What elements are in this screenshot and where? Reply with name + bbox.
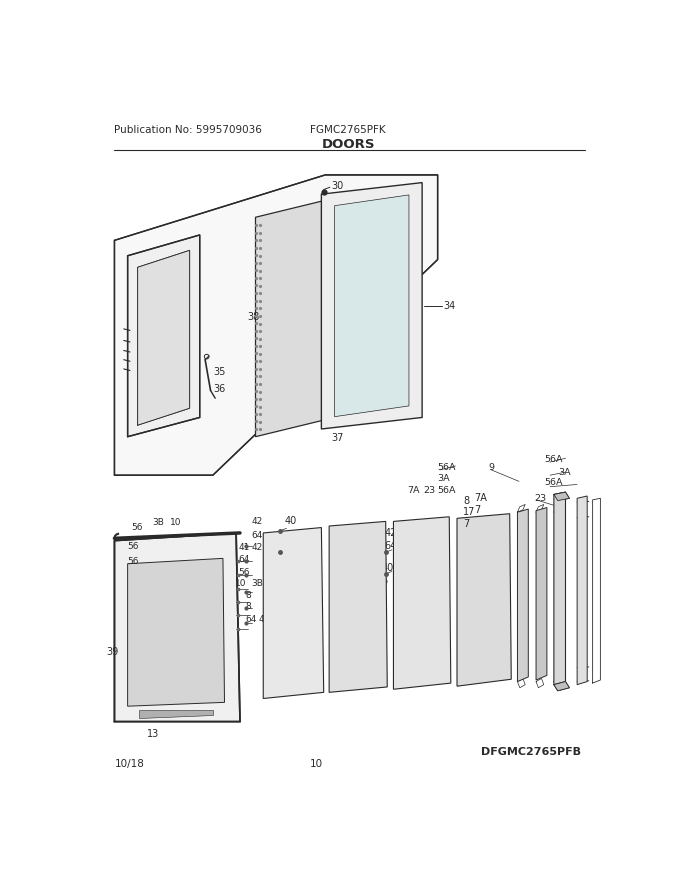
Text: 8: 8 (245, 590, 251, 600)
Text: 56A: 56A (438, 463, 456, 472)
Text: 64: 64 (239, 555, 250, 564)
Text: 7: 7 (463, 518, 469, 529)
Polygon shape (114, 175, 438, 475)
Text: 30: 30 (331, 180, 343, 191)
Text: 23: 23 (534, 494, 547, 502)
Text: 42: 42 (252, 517, 263, 526)
Text: 41: 41 (239, 543, 250, 552)
Text: 56: 56 (239, 568, 250, 576)
Text: DFGMC2765PFB: DFGMC2765PFB (481, 747, 581, 758)
Text: 56A: 56A (544, 479, 562, 488)
Polygon shape (457, 514, 511, 686)
Polygon shape (536, 508, 547, 680)
Polygon shape (128, 235, 200, 436)
Text: 8: 8 (463, 495, 469, 506)
Text: 3A: 3A (438, 473, 450, 483)
Text: 3B: 3B (252, 578, 264, 588)
Text: 64: 64 (384, 541, 396, 551)
Text: 37: 37 (331, 433, 344, 444)
Polygon shape (114, 533, 240, 722)
Text: 9: 9 (488, 463, 494, 472)
Text: 10: 10 (170, 518, 182, 527)
Text: 7A: 7A (474, 494, 487, 503)
Text: 3A: 3A (558, 467, 571, 477)
Polygon shape (554, 492, 569, 501)
Polygon shape (256, 198, 335, 436)
Text: 10/18: 10/18 (114, 759, 144, 769)
Text: 41: 41 (375, 552, 388, 561)
Text: 42: 42 (258, 615, 270, 625)
Text: 10: 10 (310, 759, 323, 769)
Text: 38: 38 (248, 312, 260, 322)
Polygon shape (263, 528, 324, 699)
Polygon shape (329, 521, 387, 693)
Text: 32: 32 (407, 212, 419, 223)
Text: 13: 13 (147, 729, 159, 739)
Text: 35: 35 (213, 367, 225, 377)
Text: DOORS: DOORS (322, 137, 375, 150)
Text: 64: 64 (245, 615, 257, 625)
Text: 64: 64 (252, 531, 263, 539)
Polygon shape (554, 682, 569, 691)
Text: 56: 56 (131, 523, 143, 532)
Text: 56A: 56A (438, 486, 456, 495)
Text: 56: 56 (128, 557, 139, 566)
Text: 7A: 7A (424, 562, 437, 573)
Text: 10: 10 (235, 578, 246, 588)
Text: 42: 42 (384, 528, 396, 538)
Polygon shape (577, 496, 588, 685)
Text: 8: 8 (395, 576, 401, 586)
Text: 39: 39 (107, 648, 119, 657)
Text: 3B: 3B (152, 518, 165, 527)
Text: 17: 17 (409, 562, 422, 573)
Polygon shape (322, 182, 422, 429)
Text: 17: 17 (463, 507, 475, 517)
Polygon shape (394, 517, 451, 689)
Polygon shape (517, 509, 528, 682)
Text: 40: 40 (285, 517, 297, 526)
Polygon shape (137, 250, 190, 425)
Text: FGMC2765PFK: FGMC2765PFK (310, 125, 386, 136)
Text: 56A: 56A (544, 455, 562, 465)
Text: 36: 36 (213, 384, 225, 394)
Polygon shape (554, 492, 566, 685)
Text: 23: 23 (423, 486, 435, 495)
Polygon shape (139, 710, 213, 718)
Text: 56: 56 (128, 541, 139, 551)
Text: 34: 34 (443, 301, 456, 311)
Text: 40: 40 (382, 562, 394, 573)
Polygon shape (128, 558, 224, 707)
Text: 8: 8 (245, 602, 251, 611)
Text: 42: 42 (252, 543, 263, 552)
Polygon shape (335, 195, 409, 416)
Text: 7: 7 (474, 505, 480, 515)
Text: Publication No: 5995709036: Publication No: 5995709036 (114, 125, 262, 136)
Text: 7A: 7A (407, 486, 420, 495)
Text: 6: 6 (382, 576, 388, 586)
